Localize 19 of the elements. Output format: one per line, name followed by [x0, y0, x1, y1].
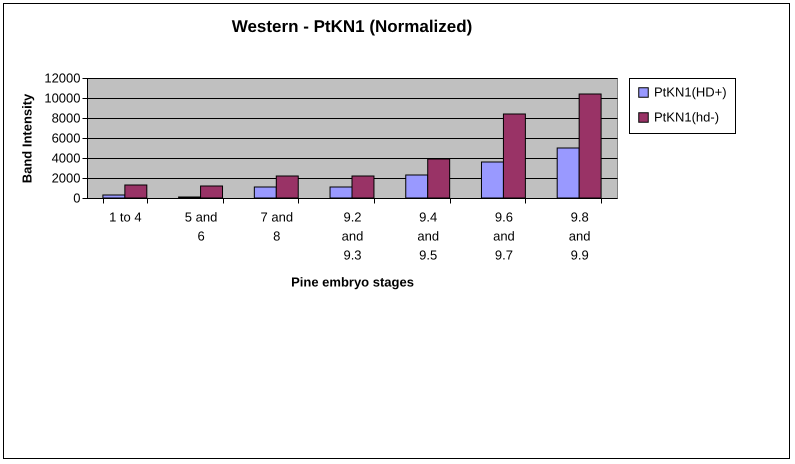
- x-tick-label: 9.2 and 9.3: [342, 210, 364, 262]
- y-tick-label: 0: [73, 190, 80, 206]
- x-tick-label: 9.4 and 9.5: [417, 210, 440, 262]
- x-tick-label: 9.6 and 9.7: [493, 210, 515, 262]
- y-tick-label: 10000: [44, 90, 80, 106]
- y-tick-label: 8000: [52, 110, 80, 126]
- x-tick-label: 7 and 8: [260, 210, 294, 244]
- y-tick-label: 2000: [52, 170, 80, 186]
- y-tick-label: 6000: [52, 130, 80, 146]
- y-tick-label: 12000: [44, 70, 80, 86]
- chart-title: Western - PtKN1 (Normalized): [232, 17, 472, 36]
- x-axis-title: Pine embryo stages: [291, 274, 414, 290]
- legend-label: PtKN1(HD+): [654, 84, 727, 100]
- x-tick-label: 5 and 6: [184, 210, 218, 244]
- y-tick-label: 4000: [52, 150, 80, 166]
- x-tick-label: 9.8 and 9.9: [568, 210, 590, 262]
- legend-label: PtKN1(hd-): [654, 110, 720, 124]
- y-axis-title: Band Intensity: [19, 92, 34, 184]
- x-tick-label: 1 to 4: [109, 210, 142, 224]
